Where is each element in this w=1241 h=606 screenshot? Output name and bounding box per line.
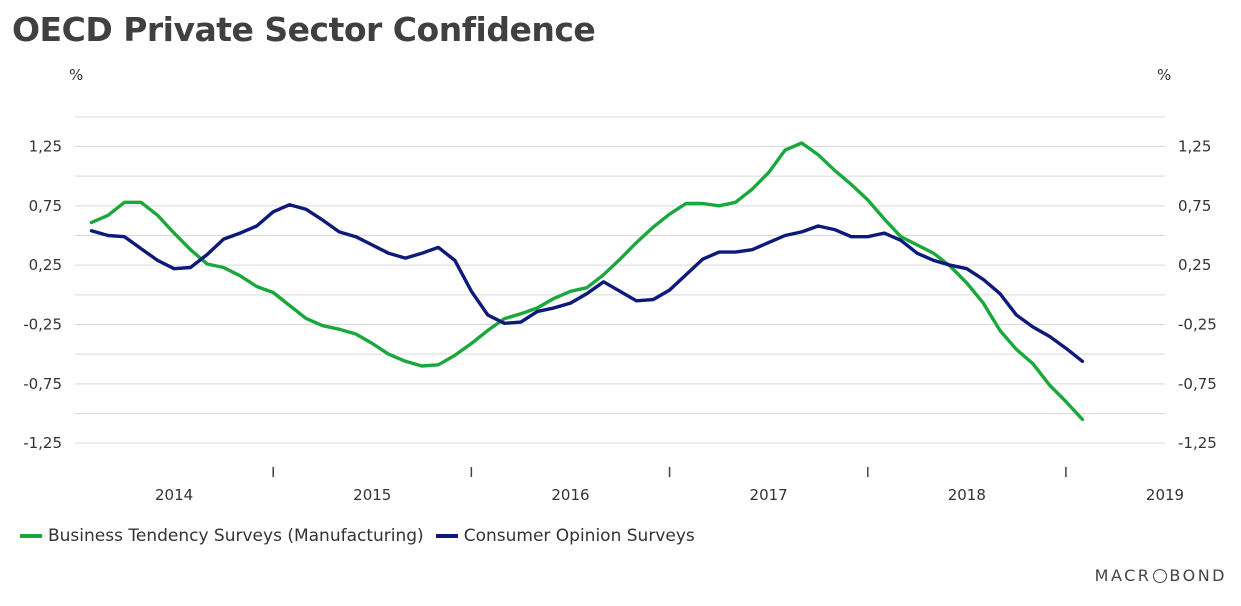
macrobond-logo: MACR BOND [1095, 566, 1227, 585]
legend-item-consumer: Consumer Opinion Surveys [435, 526, 695, 546]
series-line-consumer [89, 203, 1085, 363]
y-tick-label-left: 1,25 [29, 138, 62, 156]
series-layer [89, 141, 1085, 422]
x-tick-label: 2017 [750, 486, 788, 504]
y-tick-label-right: 0,25 [1178, 256, 1211, 274]
y-tick-label-left: -0,75 [23, 375, 62, 393]
legend-label-business: Business Tendency Surveys (Manufacturing… [48, 526, 424, 546]
y-tick-label-right: 1,25 [1178, 138, 1211, 156]
legend-item-business: Business Tendency Surveys (Manufacturing… [20, 526, 424, 546]
x-tick-label: 2018 [948, 486, 986, 504]
x-tick-label: 2019 [1146, 486, 1184, 504]
legend-swatch-consumer [435, 534, 458, 538]
y-tick-label-left: -0,25 [23, 315, 62, 333]
legend: Business Tendency Surveys (Manufacturing… [20, 526, 707, 546]
logo-ring-icon [1153, 568, 1168, 583]
legend-swatch-business [20, 534, 42, 538]
y-unit-left: % [69, 66, 83, 84]
series-line-business [89, 141, 1085, 422]
x-tick-label: 2015 [353, 486, 391, 504]
x-tick-label: 2014 [155, 486, 193, 504]
y-tick-label-left: 0,25 [29, 256, 62, 274]
y-tick-label-right: 0,75 [1178, 197, 1211, 215]
y-unit-right: % [1157, 66, 1171, 84]
y-tick-label-right: -0,75 [1178, 375, 1217, 393]
y-tick-label-left: 0,75 [29, 197, 62, 215]
y-tick-label-left: -1,25 [23, 434, 62, 452]
y-tick-label-right: -1,25 [1178, 434, 1217, 452]
x-tick-label: 2016 [551, 486, 589, 504]
legend-label-consumer: Consumer Opinion Surveys [463, 526, 695, 546]
grid-lines [75, 116, 1165, 444]
chart-title: OECD Private Sector Confidence [12, 10, 596, 49]
logo-text-prefix: MACR [1094, 566, 1152, 585]
axes: -1,25 -1,25 -0,75 -0,75 -0,25 -0,25 0,25 0,25 0,… [23, 138, 1217, 504]
logo-text-suffix: BOND [1169, 566, 1227, 585]
y-tick-label-right: -0,25 [1178, 315, 1217, 333]
